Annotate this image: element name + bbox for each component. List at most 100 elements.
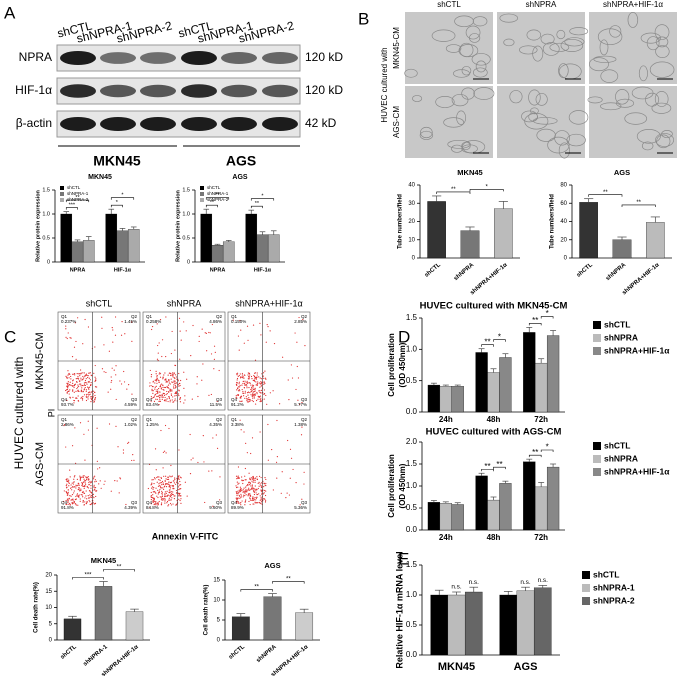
event-dot [237, 475, 239, 477]
legend-swatch [593, 442, 601, 450]
event-dot [73, 500, 75, 503]
event-dot [152, 396, 155, 399]
event-dot [83, 382, 86, 384]
bar [427, 502, 441, 531]
event-dot [96, 386, 98, 388]
event-dot [81, 476, 83, 478]
event-dot [115, 425, 117, 428]
bar [475, 475, 488, 531]
event-dot [69, 397, 71, 399]
event-dot [287, 439, 289, 442]
event-dot [166, 495, 168, 497]
event-dot [249, 392, 251, 394]
event-dot [263, 383, 265, 385]
event-dot [166, 483, 169, 485]
event-dot [156, 476, 158, 479]
blot-band [140, 52, 176, 64]
significance-label: ** [484, 462, 490, 471]
event-dot [76, 493, 79, 495]
tube [600, 69, 619, 83]
event-dot [151, 325, 154, 328]
tube [524, 112, 549, 130]
y-tick-label: 40 [408, 183, 415, 189]
event-dot [242, 491, 244, 493]
event-dot [72, 485, 74, 488]
quadrant-percent: 89.9% [231, 505, 244, 510]
significance-label: ** [636, 200, 641, 206]
event-dot [85, 476, 87, 478]
event-dot [77, 375, 79, 378]
bar [535, 486, 548, 531]
event-dot [213, 345, 216, 347]
micrograph [589, 12, 677, 84]
event-dot [167, 478, 170, 480]
event-dot [175, 392, 177, 394]
event-dot [80, 489, 82, 491]
event-dot [174, 377, 176, 380]
event-dot [78, 385, 80, 388]
event-dot [249, 382, 251, 384]
event-dot [290, 457, 293, 459]
event-dot [254, 388, 256, 391]
event-dot [252, 400, 254, 403]
event-dot [162, 467, 164, 469]
event-dot [242, 479, 244, 482]
event-dot [179, 499, 181, 502]
event-dot [88, 483, 90, 486]
y-tick-label: 1.0 [406, 481, 418, 490]
event-dot [172, 491, 174, 493]
event-dot [90, 401, 92, 403]
event-dot [288, 398, 290, 401]
quadrant-name: Q2 [131, 314, 138, 319]
event-dot [83, 487, 85, 489]
event-dot [160, 388, 162, 390]
event-dot [87, 396, 89, 398]
event-dot [153, 400, 156, 403]
event-dot [67, 387, 69, 389]
legend-label: shNPRA+HIF-1α [604, 466, 670, 476]
event-dot [70, 484, 72, 486]
tube [509, 90, 523, 104]
event-dot [92, 390, 94, 392]
event-dot [260, 385, 262, 387]
event-dot [162, 488, 165, 491]
event-dot [88, 497, 90, 499]
bar [546, 466, 560, 531]
bar [487, 372, 500, 413]
event-dot [75, 462, 77, 464]
event-dot [157, 489, 159, 491]
legend-swatch [582, 571, 590, 579]
event-dot [263, 389, 266, 391]
event-dot [150, 496, 153, 498]
event-dot [80, 397, 82, 399]
event-dot [174, 478, 176, 480]
event-dot [82, 372, 84, 374]
event-dot [158, 381, 160, 383]
event-dot [250, 479, 252, 481]
event-dot [65, 375, 67, 377]
event-dot [177, 384, 179, 386]
event-dot [172, 386, 175, 388]
event-dot [247, 493, 250, 495]
event-dot [161, 502, 163, 504]
event-dot [161, 355, 163, 358]
tube [656, 134, 671, 149]
event-dot [91, 399, 93, 401]
event-dot [66, 399, 68, 402]
event-dot [166, 398, 168, 400]
event-dot [66, 377, 68, 379]
event-dot [72, 382, 74, 384]
tube [627, 12, 639, 28]
event-dot [258, 382, 260, 384]
event-dot [90, 481, 92, 484]
y-axis-label: (OD 450nm) [398, 342, 407, 387]
event-dot [267, 459, 269, 461]
event-dot [74, 322, 76, 324]
event-dot [244, 492, 246, 494]
event-dot [252, 385, 254, 387]
event-dot [66, 494, 68, 496]
event-dot [77, 384, 79, 386]
event-dot [154, 503, 156, 505]
event-dot [171, 374, 173, 377]
event-dot [168, 484, 170, 486]
